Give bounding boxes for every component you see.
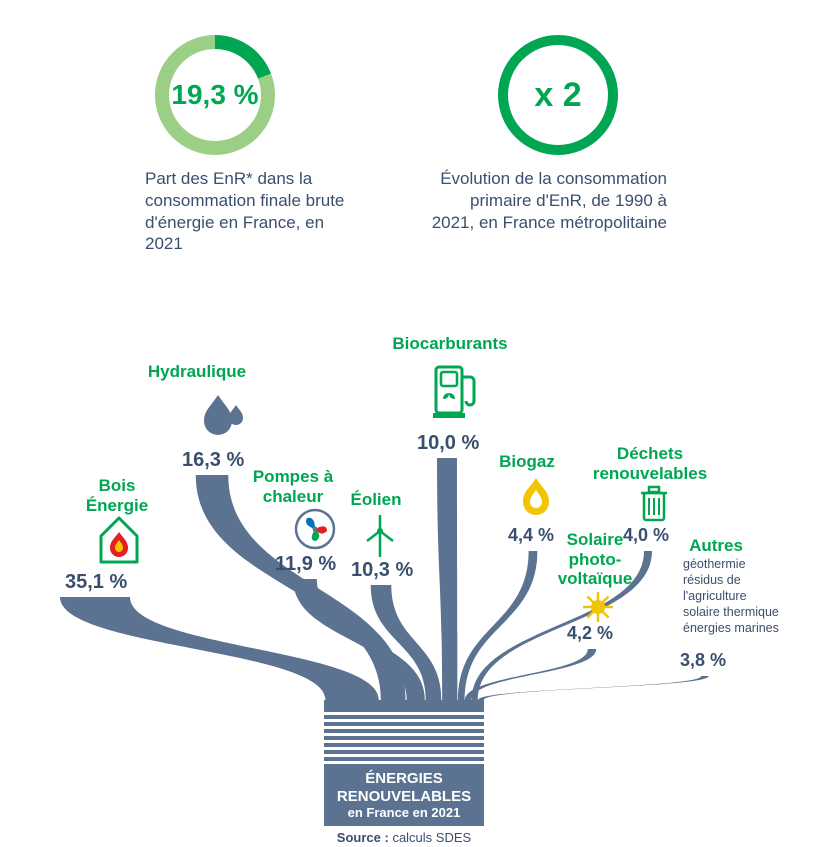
trunk-stripe [324, 715, 484, 719]
branch-icon-dechets [637, 483, 671, 523]
branch-pct-eolien: 10,3 % [351, 559, 413, 582]
branch-flow-biocarb [437, 458, 457, 700]
branch-label-eolien: Éolien [316, 490, 436, 510]
trunk-title-l3: en France en 2021 [324, 805, 484, 820]
trunk-title-l1: ÉNERGIES [324, 770, 484, 788]
water-drops-icon [200, 393, 248, 445]
branch-label-dechets: Déchetsrenouvelables [590, 444, 710, 483]
sankey-tree [0, 0, 820, 847]
fan-icon [294, 508, 336, 550]
branch-icon-eolien [363, 513, 397, 557]
branch-icon-solpv [581, 590, 615, 624]
branch-icon-biocarb [430, 361, 480, 419]
branch-label-bois: BoisÉnergie [57, 476, 177, 515]
trunk-stripe [324, 750, 484, 754]
branch-flow-autres [478, 676, 709, 700]
branch-flow-biogaz [458, 551, 537, 700]
branch-pct-autres: 3,8 % [680, 650, 726, 671]
branch-pct-bois: 35,1 % [65, 571, 127, 594]
trunk-stripe [324, 722, 484, 726]
trunk-merge [324, 700, 484, 708]
branch-pct-solpv: 4,2 % [567, 623, 613, 644]
wind-turbine-icon [363, 513, 397, 557]
branch-label-biocarb: Biocarburants [390, 334, 510, 354]
trunk-stripe [324, 757, 484, 761]
house-fire-icon [97, 516, 141, 564]
source-line: Source : calculs SDES [324, 830, 484, 845]
branch-icon-pac [294, 508, 336, 550]
sun-icon [581, 590, 615, 624]
branch-icon-hydrau [200, 393, 248, 445]
trash-icon [637, 483, 671, 523]
source-label: Source : [337, 830, 389, 845]
trunk-stripe [324, 743, 484, 747]
flame-icon [519, 476, 553, 518]
branch-icon-bois [97, 516, 141, 564]
trunk-stripe [324, 729, 484, 733]
source-value: calculs SDES [392, 830, 471, 845]
trunk-stripe [324, 708, 484, 712]
branch-pct-pac: 11,9 % [275, 553, 336, 576]
branch-label-hydrau: Hydraulique [137, 362, 257, 382]
branch-sublist-autres: géothermierésidus de l'agriculturesolair… [683, 556, 793, 636]
trunk-title-l2: RENOUVELABLES [324, 788, 484, 806]
trunk-title: ÉNERGIES RENOUVELABLES en France en 2021 [324, 770, 484, 821]
branch-label-biogaz: Biogaz [467, 452, 587, 472]
fuel-pump-icon [430, 361, 480, 419]
trunk-stripe [324, 736, 484, 740]
branch-icon-biogaz [519, 476, 553, 518]
branch-label-autres: Autres [656, 536, 776, 556]
